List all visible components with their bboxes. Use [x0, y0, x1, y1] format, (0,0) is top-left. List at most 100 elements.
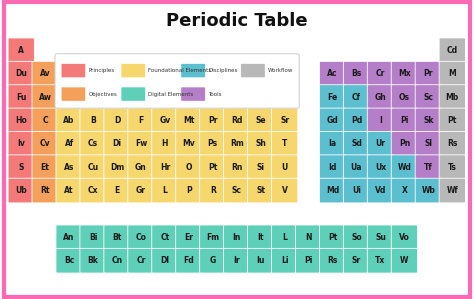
- Text: Pi: Pi: [400, 116, 409, 125]
- Text: Du: Du: [15, 69, 27, 78]
- FancyBboxPatch shape: [32, 132, 58, 156]
- Text: As: As: [64, 163, 74, 172]
- Text: Tf: Tf: [424, 163, 433, 172]
- FancyBboxPatch shape: [367, 108, 393, 133]
- FancyBboxPatch shape: [200, 108, 226, 133]
- FancyBboxPatch shape: [247, 108, 274, 133]
- Text: D: D: [114, 116, 120, 125]
- Text: Aw: Aw: [39, 93, 52, 102]
- Text: Bc: Bc: [64, 256, 74, 265]
- Text: Tools: Tools: [209, 91, 222, 97]
- Text: O: O: [186, 163, 192, 172]
- Text: Mv: Mv: [182, 139, 195, 148]
- FancyBboxPatch shape: [56, 108, 82, 133]
- FancyBboxPatch shape: [32, 85, 58, 109]
- FancyBboxPatch shape: [104, 225, 130, 250]
- FancyBboxPatch shape: [224, 248, 250, 273]
- FancyBboxPatch shape: [247, 132, 274, 156]
- Text: So: So: [351, 233, 362, 242]
- Text: Ir: Ir: [233, 256, 240, 265]
- Text: R: R: [210, 186, 216, 195]
- Text: Mx: Mx: [398, 69, 410, 78]
- Text: Ab: Ab: [64, 116, 75, 125]
- Text: An: An: [64, 233, 75, 242]
- FancyBboxPatch shape: [295, 225, 322, 250]
- Text: Bi: Bi: [89, 233, 97, 242]
- Text: At: At: [64, 186, 74, 195]
- FancyBboxPatch shape: [391, 61, 418, 86]
- FancyBboxPatch shape: [104, 248, 130, 273]
- Text: Ub: Ub: [15, 186, 27, 195]
- FancyBboxPatch shape: [8, 85, 34, 109]
- Text: Pr: Pr: [208, 116, 218, 125]
- FancyBboxPatch shape: [128, 108, 154, 133]
- Text: Digital Elements: Digital Elements: [148, 91, 194, 97]
- FancyBboxPatch shape: [415, 132, 441, 156]
- Text: N: N: [305, 233, 312, 242]
- Text: Periodic Table: Periodic Table: [166, 12, 308, 30]
- FancyBboxPatch shape: [439, 178, 465, 203]
- Text: C: C: [42, 116, 48, 125]
- Text: Bk: Bk: [88, 256, 99, 265]
- Text: Rd: Rd: [231, 116, 242, 125]
- FancyBboxPatch shape: [343, 178, 370, 203]
- Text: Ux: Ux: [375, 163, 386, 172]
- FancyBboxPatch shape: [104, 155, 130, 179]
- Text: Di: Di: [112, 139, 121, 148]
- FancyBboxPatch shape: [343, 85, 370, 109]
- Text: Ts: Ts: [448, 163, 457, 172]
- Text: Gv: Gv: [159, 116, 171, 125]
- Text: Ps: Ps: [208, 139, 218, 148]
- Text: It: It: [257, 233, 264, 242]
- Text: Cr: Cr: [376, 69, 385, 78]
- FancyBboxPatch shape: [80, 248, 106, 273]
- Text: Su: Su: [375, 233, 386, 242]
- Text: St: St: [256, 186, 265, 195]
- Text: Cu: Cu: [88, 163, 99, 172]
- Text: Gh: Gh: [374, 93, 386, 102]
- FancyBboxPatch shape: [104, 178, 130, 203]
- Text: Principles: Principles: [89, 68, 115, 73]
- FancyBboxPatch shape: [8, 38, 34, 63]
- FancyBboxPatch shape: [104, 108, 130, 133]
- FancyBboxPatch shape: [200, 178, 226, 203]
- Text: Fe: Fe: [328, 93, 337, 102]
- FancyBboxPatch shape: [80, 178, 106, 203]
- Text: Fu: Fu: [16, 93, 27, 102]
- FancyBboxPatch shape: [80, 155, 106, 179]
- FancyBboxPatch shape: [152, 178, 178, 203]
- Text: Cd: Cd: [447, 46, 458, 55]
- FancyBboxPatch shape: [32, 155, 58, 179]
- FancyBboxPatch shape: [272, 108, 298, 133]
- FancyBboxPatch shape: [272, 248, 298, 273]
- Text: Dm: Dm: [110, 163, 124, 172]
- Text: Vd: Vd: [375, 186, 386, 195]
- Text: Ur: Ur: [375, 139, 385, 148]
- Text: Objectives: Objectives: [89, 91, 118, 97]
- Text: Sh: Sh: [255, 139, 266, 148]
- FancyBboxPatch shape: [200, 225, 226, 250]
- Text: Ho: Ho: [15, 116, 27, 125]
- FancyBboxPatch shape: [80, 132, 106, 156]
- Text: Er: Er: [184, 233, 193, 242]
- FancyBboxPatch shape: [319, 178, 346, 203]
- Text: Gd: Gd: [327, 116, 338, 125]
- Text: Pd: Pd: [351, 116, 362, 125]
- Text: Tx: Tx: [375, 256, 385, 265]
- FancyBboxPatch shape: [152, 132, 178, 156]
- FancyBboxPatch shape: [439, 85, 465, 109]
- Text: Workflow: Workflow: [268, 68, 293, 73]
- Text: L: L: [282, 233, 287, 242]
- Text: U: U: [282, 163, 288, 172]
- FancyBboxPatch shape: [128, 248, 154, 273]
- Text: Vo: Vo: [399, 233, 410, 242]
- Text: Rn: Rn: [231, 163, 242, 172]
- FancyBboxPatch shape: [181, 64, 205, 78]
- FancyBboxPatch shape: [319, 132, 346, 156]
- Text: Gn: Gn: [135, 163, 147, 172]
- FancyBboxPatch shape: [247, 248, 274, 273]
- FancyBboxPatch shape: [104, 132, 130, 156]
- FancyBboxPatch shape: [319, 108, 346, 133]
- Text: B: B: [90, 116, 96, 125]
- Text: Wb: Wb: [421, 186, 435, 195]
